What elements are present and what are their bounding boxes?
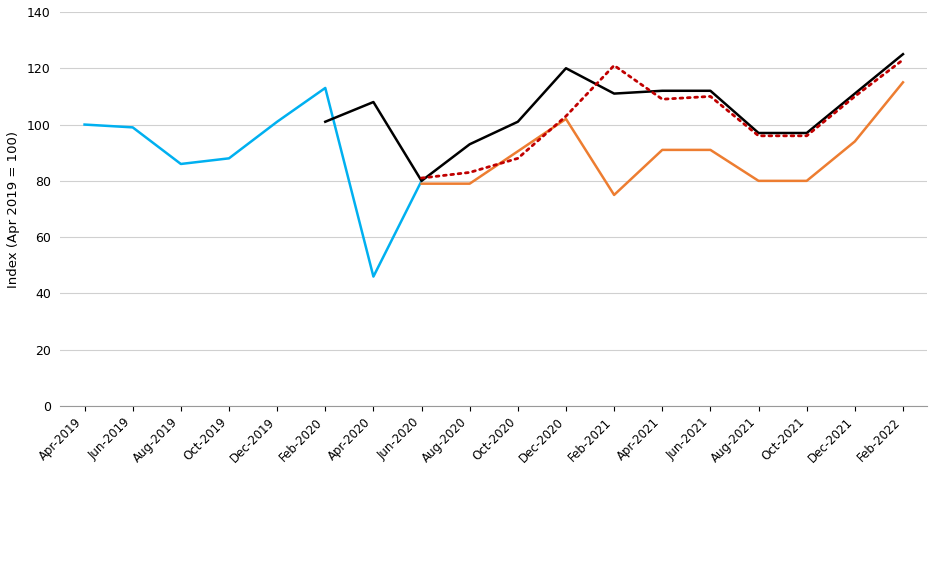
Trend — [416, 178, 427, 184]
SC_Cyclical — [657, 147, 668, 153]
SC-Vaccine — [849, 93, 860, 100]
SC-Vaccine — [560, 113, 572, 120]
SC-Vaccine — [705, 93, 716, 100]
SC-Vaccine — [609, 62, 620, 69]
Historical — [416, 178, 427, 184]
SC_Cyclical — [801, 178, 813, 184]
Trend — [657, 87, 668, 94]
Trend — [705, 87, 716, 94]
SC_Cyclical — [705, 147, 716, 153]
SC_Cyclical — [753, 178, 764, 184]
Line: Trend: Trend — [325, 54, 903, 181]
Line: Historical: Historical — [85, 88, 421, 276]
SC-Vaccine — [898, 56, 909, 63]
SC_Cyclical — [464, 180, 475, 187]
Trend — [319, 118, 331, 125]
SC_Cyclical — [609, 192, 620, 199]
SC_Cyclical — [849, 138, 860, 145]
Historical — [319, 85, 331, 91]
Historical — [272, 118, 283, 125]
Trend — [849, 90, 860, 97]
Historical — [127, 124, 138, 131]
Trend — [560, 65, 572, 72]
SC-Vaccine — [801, 133, 813, 139]
Historical — [176, 161, 187, 168]
SC_Cyclical — [416, 180, 427, 187]
Y-axis label: Index (Apr 2019 = 100): Index (Apr 2019 = 100) — [7, 130, 20, 288]
SC-Vaccine — [416, 175, 427, 182]
Trend — [368, 99, 379, 105]
Trend — [898, 51, 909, 58]
SC_Cyclical — [560, 116, 572, 122]
Line: SC_Cyclical: SC_Cyclical — [421, 82, 903, 195]
Trend — [801, 130, 813, 136]
SC-Vaccine — [753, 133, 764, 139]
SC-Vaccine — [657, 96, 668, 103]
Line: SC-Vaccine: SC-Vaccine — [421, 60, 903, 178]
Trend — [512, 118, 523, 125]
SC-Vaccine — [512, 155, 523, 162]
Trend — [464, 141, 475, 148]
Trend — [753, 130, 764, 136]
SC-Vaccine — [464, 169, 475, 176]
SC_Cyclical — [898, 79, 909, 86]
Trend — [609, 90, 620, 97]
Historical — [79, 121, 91, 128]
Historical — [223, 155, 234, 162]
Historical — [368, 273, 379, 280]
